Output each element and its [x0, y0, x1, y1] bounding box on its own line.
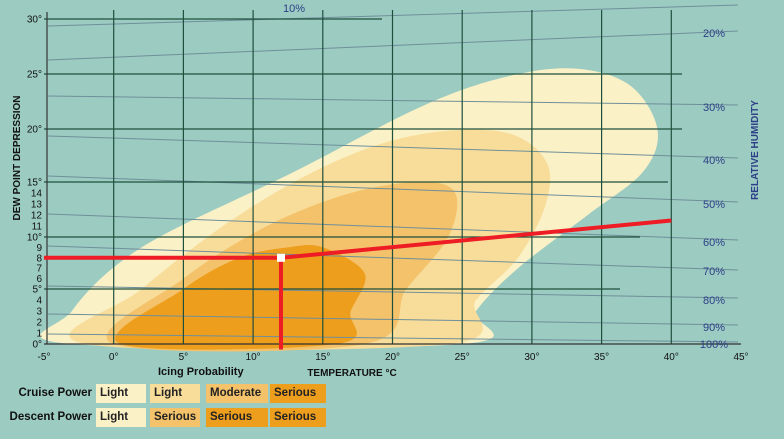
y-tick-label: 0°: [32, 340, 42, 351]
rh-label: 40%: [703, 155, 725, 167]
y-tick-label: 15°: [27, 178, 42, 189]
y-tick-label: 9: [36, 243, 42, 254]
rh-label: 90%: [703, 322, 725, 334]
y-tick-label: 11: [32, 222, 43, 233]
x-tick-label: 40°: [664, 352, 679, 363]
x-tick-label: 30°: [524, 352, 539, 363]
y-tick-label: 2: [36, 318, 42, 329]
legend-cell: Light: [96, 384, 146, 403]
rh-label: 70%: [703, 266, 725, 278]
y-tick-label: 13: [31, 200, 43, 211]
legend-cell: Light: [150, 384, 200, 403]
x-tick-label: 5°: [179, 352, 189, 363]
y-tick-label: 8: [36, 253, 42, 264]
legend-cell: Serious: [206, 408, 268, 427]
y-tick-label: 14: [31, 189, 43, 200]
x-tick-label: -5°: [38, 352, 51, 363]
x-tick-label: 15°: [315, 352, 330, 363]
legend-cell: Serious: [270, 384, 326, 403]
icing-legend: Cruise Power Light Light Moderate Seriou…: [0, 384, 340, 434]
annotation-point: [276, 253, 285, 262]
y-axis-title: DEW POINT DEPRESSION: [12, 95, 23, 220]
y-tick-label: 7: [36, 264, 42, 275]
x-tick-label: 45°: [733, 352, 748, 363]
y-tick-label: 1: [36, 329, 42, 340]
y-tick-label: 6: [36, 274, 42, 285]
y-tick-label: 30°: [27, 15, 42, 26]
legend-cell: Serious: [150, 408, 200, 427]
annotation-sloped-line: [280, 218, 672, 260]
x-tick-label: 20°: [385, 352, 400, 363]
rh-label: 50%: [703, 199, 725, 211]
rh-label: 60%: [703, 237, 725, 249]
legend-row-label: Descent Power: [9, 411, 92, 423]
x-tick-label: 10°: [246, 352, 261, 363]
y-tick-label: 3: [36, 307, 42, 318]
legend-cell: Moderate: [206, 384, 268, 403]
x-tick-label: 25°: [455, 352, 470, 363]
y2-axis-title: RELATIVE HUMIDITY: [750, 100, 761, 200]
y-tick-label: 20°: [27, 125, 42, 136]
rh-label: 100%: [700, 339, 728, 351]
icing-region-serious: [115, 245, 366, 350]
x-tick-label: 0°: [109, 352, 119, 363]
y-tick-label: 25°: [27, 70, 42, 81]
x-tick-label: 35°: [594, 352, 609, 363]
y-tick-label: 12: [31, 211, 43, 222]
x-axis-title: TEMPERATURE °C: [307, 368, 396, 379]
y-tick-label: 5°: [32, 285, 42, 296]
legend-cell: Serious: [270, 408, 326, 427]
y-tick-label: 4: [36, 296, 42, 307]
rh-label: 30%: [703, 102, 725, 114]
y-tick-label: 10°: [27, 233, 42, 244]
legend-row-label: Cruise Power: [18, 387, 93, 399]
legend-title: Icing Probability: [158, 366, 244, 378]
legend-cell: Light: [96, 408, 146, 427]
rh-label: 10%: [283, 3, 305, 15]
rh-label: 20%: [703, 28, 725, 40]
rh-label: 80%: [703, 295, 725, 307]
